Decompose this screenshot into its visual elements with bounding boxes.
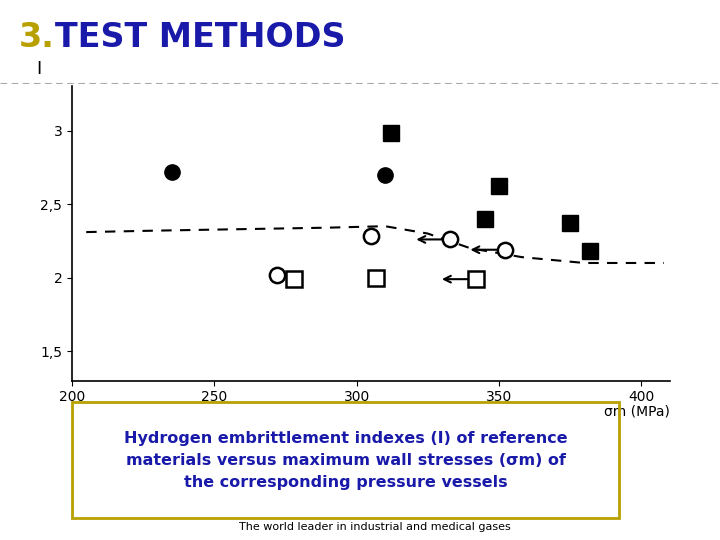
Text: TEST METHODS: TEST METHODS <box>55 21 346 55</box>
Text: Hydrogen embrittlement indexes (I) of reference
materials versus maximum wall st: Hydrogen embrittlement indexes (I) of re… <box>124 431 567 490</box>
Text: The world leader in industrial and medical gases: The world leader in industrial and medic… <box>238 522 510 532</box>
Text: σm (MPa): σm (MPa) <box>604 404 670 418</box>
Text: I: I <box>37 59 42 78</box>
Text: 26: 26 <box>680 521 698 534</box>
Text: 3.: 3. <box>19 21 55 55</box>
